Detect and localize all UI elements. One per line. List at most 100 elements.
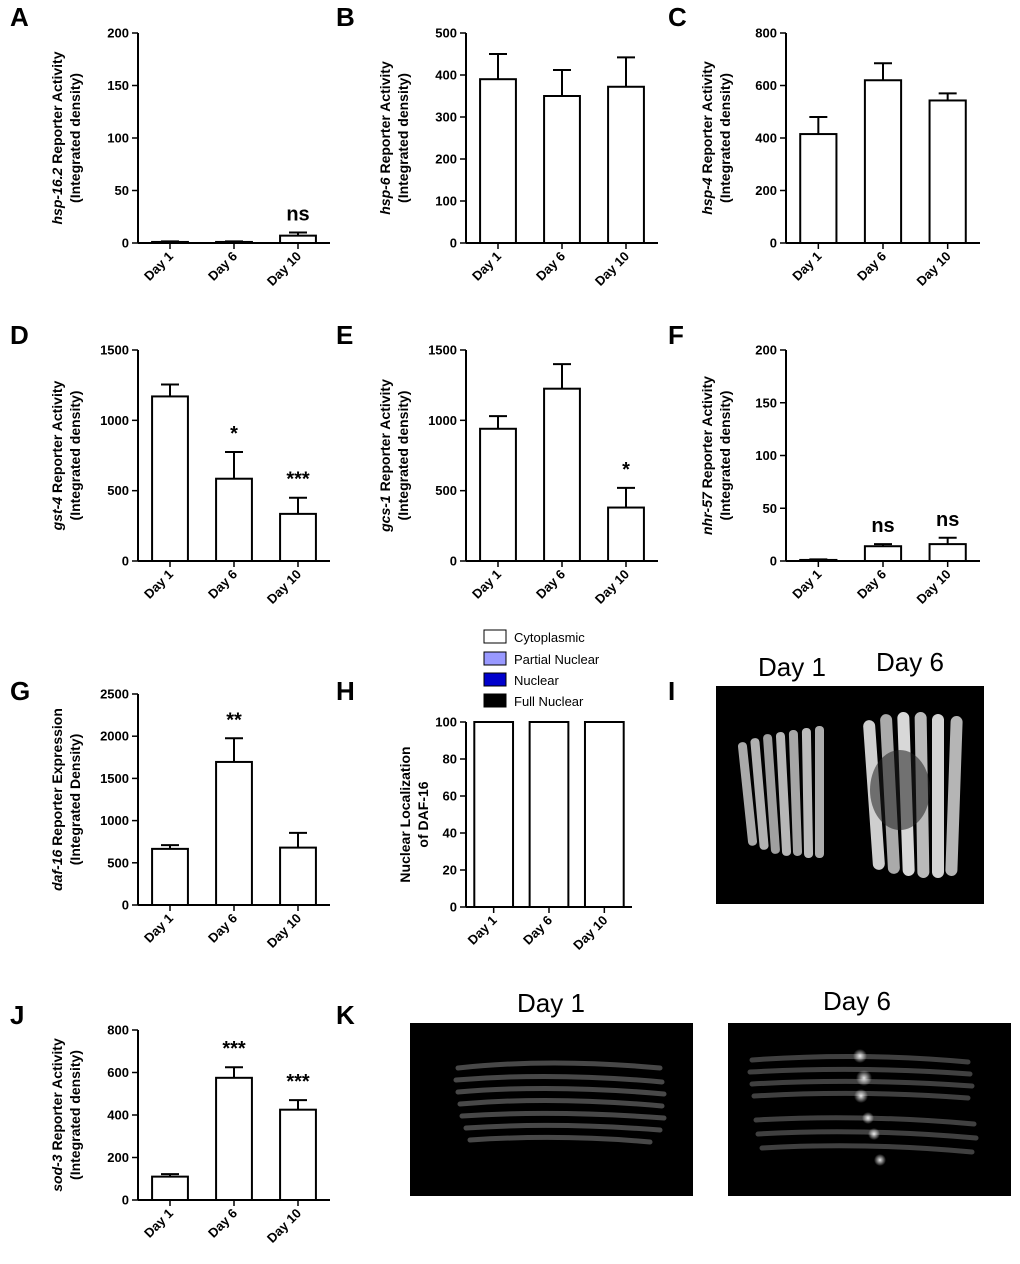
x-label-j-day-1: Day 1	[141, 1206, 176, 1241]
y-tick-label-j-200: 200	[107, 1150, 129, 1165]
y-tick-label-j-600: 600	[107, 1065, 129, 1080]
microscopy-image-i	[716, 686, 984, 904]
x-label-c-day-10: Day 10	[914, 249, 954, 289]
annotation-j-day-10: ***	[286, 1071, 310, 1093]
y-tick-label-f-50: 50	[763, 501, 777, 516]
annotation-d-day-6: *	[230, 423, 238, 445]
chart-c: 0 200 400 600 800 Day 1 Day 6 Day 10 hsp-4 Repor…	[699, 26, 980, 289]
bar-f-day-10	[928, 543, 967, 562]
x-label-e-day-10: Day 10	[592, 567, 632, 607]
panel-label-f: F	[668, 320, 684, 350]
y-axis-label-line2-c: (Integrated density)	[717, 73, 733, 203]
y-axis-label-gene-j: sod-3	[49, 1154, 65, 1192]
y-tick-label-c-400: 400	[755, 131, 777, 146]
worms-day6	[863, 712, 963, 878]
y-axis-label-gene-f: nhr-57	[699, 491, 715, 535]
y-axis-label-gene-a: hsp-16.2	[49, 167, 65, 224]
y-tick-label-e-1000: 1000	[428, 413, 457, 428]
panel-label-e: E	[336, 320, 353, 350]
y-axis-label-line2-e: (Integrated density)	[395, 391, 411, 521]
y-axis-label-text-e: Reporter Activity	[377, 379, 393, 495]
y-tick-label-b-400: 400	[435, 68, 457, 83]
y-tick-label-d-0: 0	[122, 554, 129, 569]
bar-h-day-6	[528, 721, 570, 908]
bar-j-day-1	[151, 1175, 189, 1201]
y-axis-label-d: gst-4 Reporter Activity	[49, 380, 65, 531]
bar-g-day-1	[151, 847, 189, 907]
legend-swatch-full-nuclear	[483, 693, 507, 708]
y-axis-label-line2-j: (Integrated density)	[67, 1050, 83, 1180]
y-tick-label-h-0: 0	[450, 900, 457, 915]
x-label-a-day-1: Day 1	[141, 249, 176, 284]
y-tick-label-a-50: 50	[115, 183, 129, 198]
y-tick-label-h-80: 80	[443, 752, 457, 767]
annotation-f-day-10: ns	[936, 509, 959, 531]
y-axis-label-line2-d: (Integrated density)	[67, 391, 83, 521]
x-label-b-day-1: Day 1	[469, 249, 504, 284]
bar-d-day-1	[151, 395, 189, 563]
legend-label-nuclear: Nuclear	[514, 673, 559, 688]
y-tick-label-b-200: 200	[435, 152, 457, 167]
y-axis-label-line2-a: (Integrated density)	[67, 73, 83, 203]
y-tick-label-e-0: 0	[450, 554, 457, 569]
panel-label-h: H	[336, 676, 355, 706]
bar-d-day-10	[279, 512, 317, 562]
y-tick-label-j-0: 0	[122, 1193, 129, 1208]
x-label-f-day-10: Day 10	[914, 567, 954, 607]
y-axis-label-h: Nuclear Localization	[397, 746, 413, 882]
chart-e: 0 500 1000 1500 Day 1 Day 6 Day 10 * gcs-1 Repor…	[377, 343, 658, 607]
y-tick-label-h-60: 60	[443, 789, 457, 804]
annotation-j-day-6: ***	[222, 1038, 246, 1060]
panel-label-a: A	[10, 2, 29, 32]
x-label-b-day-6: Day 6	[533, 249, 568, 284]
y-axis-label-j: sod-3 Reporter Activity	[49, 1038, 65, 1192]
y-axis-label-gene-c: hsp-4	[699, 177, 715, 215]
y-tick-label-g-1000: 1000	[100, 813, 129, 828]
x-label-g-day-10: Day 10	[264, 911, 304, 951]
image-i-label-day1: Day 1	[758, 652, 826, 682]
x-label-h-day-1: Day 1	[465, 913, 500, 948]
annotation-d-day-10: ***	[286, 469, 310, 491]
y-tick-label-f-150: 150	[755, 395, 777, 410]
y-tick-label-b-0: 0	[450, 236, 457, 251]
y-tick-label-g-0: 0	[122, 898, 129, 913]
y-tick-label-g-2500: 2500	[100, 687, 129, 702]
y-tick-label-a-100: 100	[107, 131, 129, 146]
legend-swatch-cytoplasmic	[483, 629, 507, 644]
y-axis-label-text-d: Reporter Activity	[49, 380, 65, 496]
x-label-f-day-1: Day 1	[789, 567, 824, 602]
y-axis-label-text-f: Reporter Activity	[699, 376, 715, 492]
y-tick-label-j-800: 800	[107, 1023, 129, 1038]
y-axis-label-line2-h: of DAF-16	[415, 781, 431, 847]
y-tick-label-g-500: 500	[107, 855, 129, 870]
y-tick-label-f-0: 0	[770, 554, 777, 569]
annotation-a-day-10: ns	[286, 204, 309, 226]
y-tick-label-j-400: 400	[107, 1108, 129, 1123]
x-label-a-day-6: Day 6	[205, 249, 240, 284]
y-tick-label-a-0: 0	[122, 236, 129, 251]
microscopy-image-k-day6	[728, 1023, 1011, 1196]
x-label-g-day-1: Day 1	[141, 911, 176, 946]
panel-label-j: J	[10, 1000, 24, 1030]
y-axis-label-text-g: Reporter Expression	[49, 708, 65, 850]
panel-label-g: G	[10, 676, 30, 706]
chart-g: 0 500 1000 1500 2000 2500 Day 1 Day 6 ** Day 10 da…	[49, 687, 330, 951]
panel-label-k: K	[336, 1000, 355, 1030]
x-label-e-day-6: Day 6	[533, 567, 568, 602]
x-label-d-day-6: Day 6	[205, 567, 240, 602]
bar-g-day-10	[279, 846, 317, 906]
chart-h: 0 20 40 60 80 100 Day 1 Day 6 Day 10 Nuclear Loca…	[397, 715, 632, 953]
y-axis-label-gene-e: gcs-1	[377, 495, 393, 533]
y-tick-label-h-100: 100	[435, 715, 457, 730]
x-label-h-day-10: Day 10	[570, 913, 610, 953]
y-tick-label-d-1000: 1000	[100, 413, 129, 428]
legend-label-full-nuclear: Full Nuclear	[514, 694, 584, 709]
y-axis-label-text-b: Reporter Activity	[377, 61, 393, 177]
x-label-c-day-1: Day 1	[789, 249, 824, 284]
y-axis-label-text-c: Reporter Activity	[699, 61, 715, 177]
x-label-a-day-10: Day 10	[264, 249, 304, 289]
chart-a: 0 50 100 150 200 Day 1 Day 6 Day 10 ns hsp-16.2 R…	[49, 26, 330, 289]
x-label-j-day-6: Day 6	[205, 1206, 240, 1241]
x-label-d-day-10: Day 10	[264, 567, 304, 607]
